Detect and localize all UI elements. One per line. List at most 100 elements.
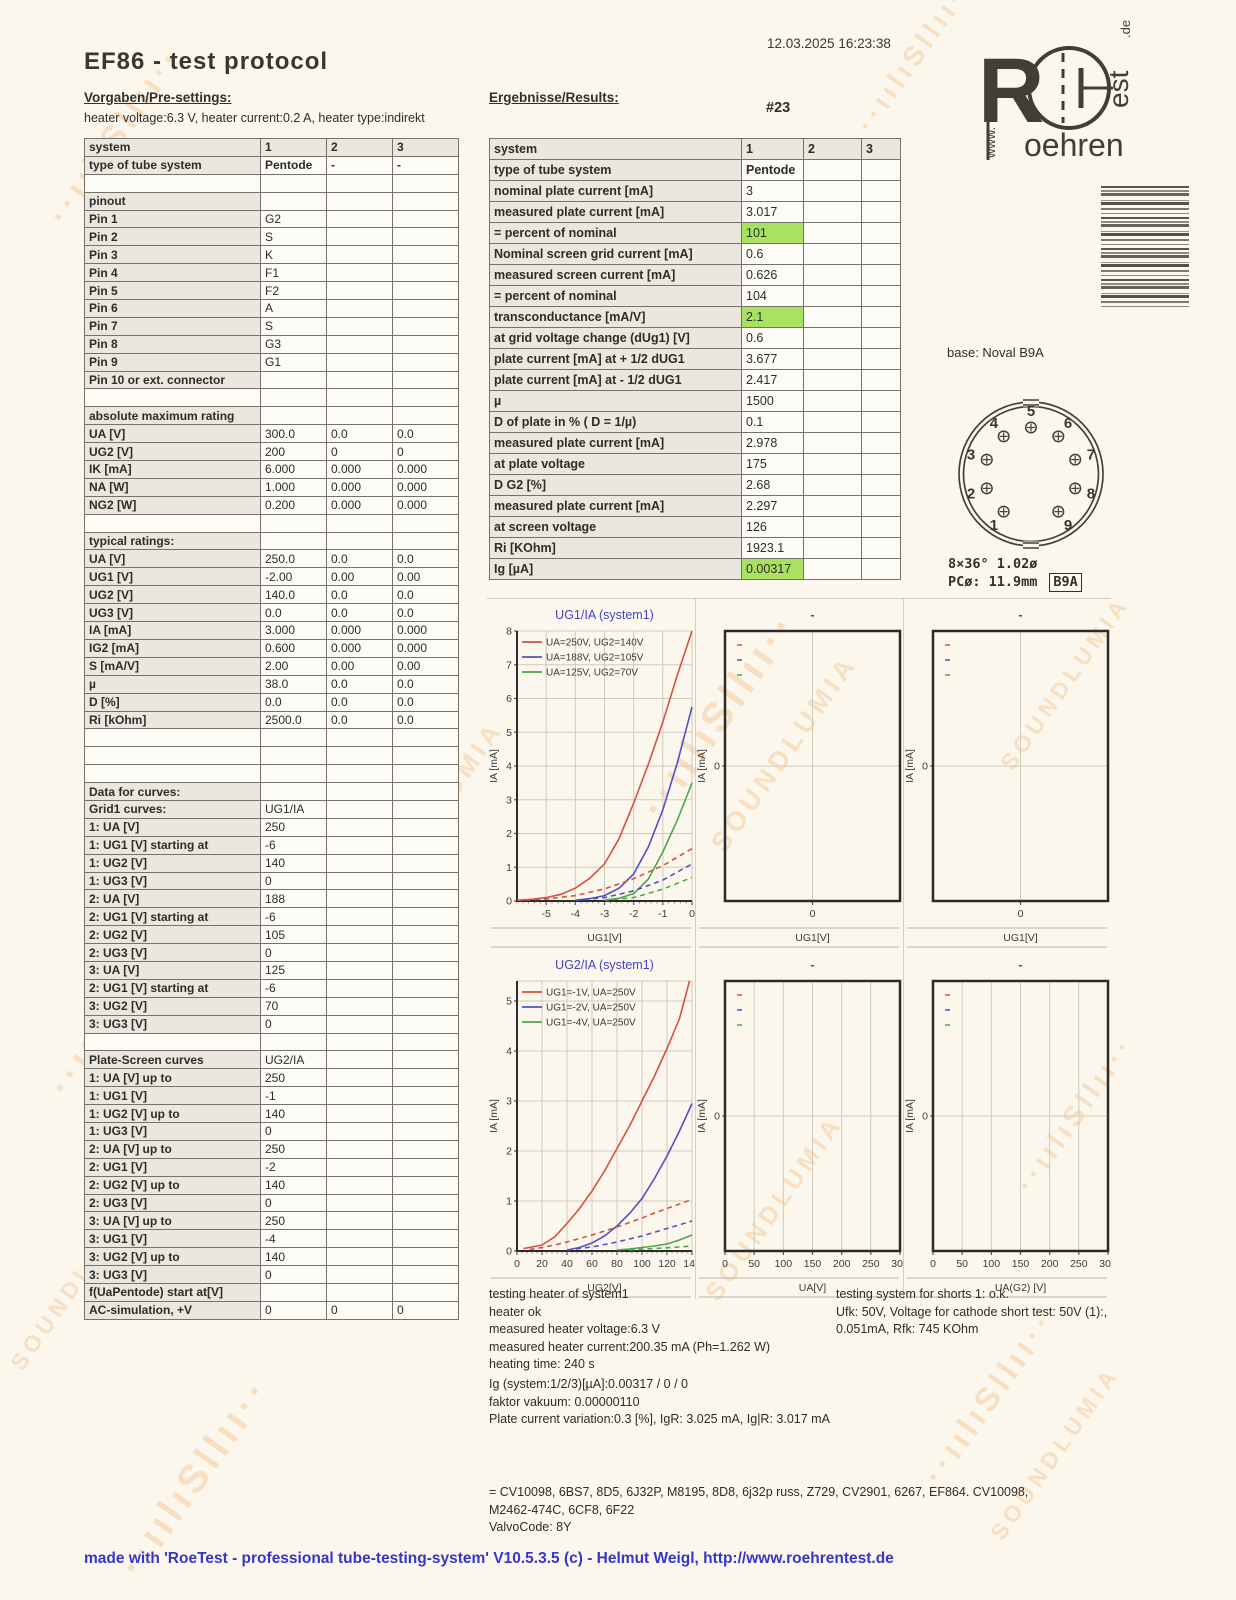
cell-value: -6 [260, 907, 327, 927]
cell-value [861, 348, 901, 370]
cell-value: F2 [260, 281, 327, 301]
cell-value [392, 1283, 459, 1302]
row-label: 1: UG1 [V] starting at [84, 835, 261, 855]
cell-value [803, 537, 862, 559]
table-row [84, 173, 459, 193]
cell-value [803, 411, 862, 433]
note-heater-test: testing heater of system1 heater ok measur… [489, 1286, 770, 1374]
table-row: µ 38.0 0.0 0.0 [84, 674, 459, 694]
svg-text:6: 6 [1064, 415, 1072, 432]
table-row [84, 1032, 459, 1052]
row-label [84, 728, 261, 748]
table-row: IG2 [mA] 0.600 0.000 0.000 [84, 638, 459, 658]
row-label: 3: UG1 [V] [84, 1229, 261, 1249]
cell-value [392, 1014, 459, 1034]
socket-dim2: PCø: 11.9mm [948, 574, 1038, 590]
cell-value [326, 889, 393, 909]
cell-value [392, 1247, 459, 1267]
table-row: 1: UG1 [V] starting at -6 [84, 835, 459, 855]
row-label: Grid1 curves: [84, 799, 261, 819]
cell-value: - [392, 155, 459, 175]
cell-value: 0 [260, 1300, 327, 1320]
svg-text:-: - [1018, 958, 1022, 972]
row-label: 1: UA [V] [84, 817, 261, 837]
svg-text:-4: -4 [571, 908, 580, 920]
svg-text:UG1[V]: UG1[V] [795, 932, 830, 944]
svg-text:UA(G2) [V]: UA(G2) [V] [995, 1282, 1046, 1294]
row-label [84, 1032, 261, 1052]
cell-value [392, 406, 459, 426]
svg-text:IA [mA]: IA [mA] [904, 749, 916, 783]
cell-value: 0 [326, 442, 393, 462]
presettings-summary: heater voltage:6.3 V, heater current:0.2… [84, 111, 425, 125]
svg-text:UG1/IA (system1): UG1/IA (system1) [555, 608, 654, 622]
svg-text:100: 100 [775, 1258, 793, 1270]
cell-value [803, 558, 862, 580]
table-row: Plate-Screen curves UG2/IA [84, 1050, 459, 1070]
cell-value: 0.000 [392, 495, 459, 515]
cell-value [392, 871, 459, 891]
svg-text:1: 1 [990, 517, 998, 534]
cell-value [326, 227, 393, 247]
cell-value [392, 513, 459, 533]
svg-text:0: 0 [722, 1258, 728, 1270]
cell-value [861, 327, 901, 349]
cell-value [326, 943, 393, 962]
cell-value: 1923.1 [741, 537, 804, 559]
table-row: UA [V] 250.0 0.0 0.0 [84, 549, 459, 569]
cell-value: S [260, 316, 327, 336]
svg-text:IA [mA]: IA [mA] [904, 1099, 916, 1133]
chart-cell: UG2/IA (system1) 0 20 40 60 80 100 120 140 0 1 2 3 4 5… [487, 949, 701, 1299]
cell-value: 140 [260, 1247, 327, 1267]
cell-value [392, 1121, 459, 1141]
svg-text:50: 50 [748, 1258, 760, 1270]
cell-value [803, 159, 862, 181]
row-label: UA [V] [84, 424, 261, 444]
table-row: = percent of nominal 101 [489, 222, 901, 244]
cell-value [260, 531, 327, 551]
cell-value [861, 495, 901, 517]
table-row: plate current [mA] at - 1/2 dUG1 2.417 [489, 369, 901, 391]
table-row: at screen voltage 126 [489, 516, 901, 538]
cell-value [326, 388, 393, 408]
svg-text:UA=250V, UG2=140V: UA=250V, UG2=140V [546, 638, 644, 649]
svg-text:-1: -1 [658, 908, 667, 920]
cell-value [326, 925, 393, 945]
row-label: µ [84, 674, 261, 694]
cell-value [392, 191, 459, 211]
watermark-glyphs: ··ıılıSllıı·· [850, 0, 981, 138]
cell-value [260, 370, 327, 390]
table-row: measured plate current [mA] 2.978 [489, 432, 901, 454]
cell-value [861, 243, 901, 265]
cell-value [326, 746, 393, 766]
cell-value [326, 1265, 393, 1284]
row-label: typical ratings: [84, 531, 261, 551]
cell-value [392, 799, 459, 819]
row-label: 2: UG2 [V] [84, 925, 261, 945]
cell-value [392, 352, 459, 372]
table-row: 3: UG3 [V] 0 [84, 1014, 459, 1034]
row-label: 2: UG1 [V] starting at [84, 907, 261, 927]
svg-text:80: 80 [611, 1258, 623, 1270]
cell-value [392, 764, 459, 784]
pin-9: 9 [1052, 505, 1072, 534]
svg-text:-: - [810, 608, 814, 622]
svg-text:0: 0 [506, 1246, 512, 1258]
cell-value: 0.0 [326, 603, 393, 623]
cell-value [326, 853, 393, 873]
table-row: µ 1500 [489, 390, 901, 412]
cell-value: 70 [260, 996, 327, 1016]
svg-text:0: 0 [506, 896, 512, 908]
cell-value [803, 327, 862, 349]
row-label: D of plate in % ( D = 1/µ) [489, 411, 742, 433]
table-row: plate current [mA] at + 1/2 dUG1 3.677 [489, 348, 901, 370]
table-row: 1: UA [V] 250 [84, 817, 459, 837]
table-row [84, 746, 459, 766]
cell-value: 0.0 [392, 549, 459, 569]
svg-text:0: 0 [922, 1111, 928, 1123]
cell-value [861, 369, 901, 391]
table-row: Pin 1 G2 [84, 209, 459, 229]
row-label: measured plate current [mA] [489, 432, 742, 454]
cell-value: 0.000 [392, 477, 459, 497]
